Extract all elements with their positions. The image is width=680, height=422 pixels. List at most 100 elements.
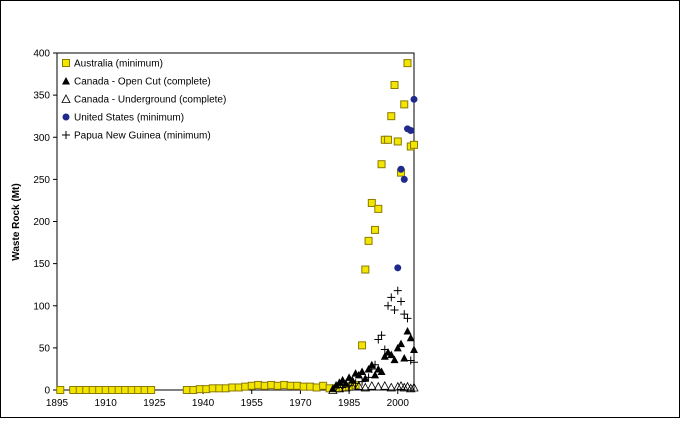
australia-minimum-point [114, 386, 123, 394]
legend-marker [62, 131, 70, 139]
canada-underground-complete-point [406, 383, 416, 393]
y-axis-label: Waste Rock (Mt) [11, 183, 22, 260]
australia-minimum-point [364, 236, 373, 245]
canada-underground-complete-point [347, 381, 358, 391]
plot-area [56, 52, 415, 391]
australia-minimum-point [108, 386, 117, 394]
canada-open-cut-complete-point [390, 355, 399, 364]
australia-minimum-point [88, 386, 97, 394]
papua-new-guinea-minimum-point [387, 293, 396, 302]
united-states-minimum-point [397, 165, 405, 173]
legend-label: United States (minimum) [74, 113, 184, 124]
australia-minimum-point [75, 386, 84, 394]
canada-open-cut-complete-point [410, 345, 418, 354]
legend-marker [61, 94, 71, 103]
x-tick-label: 1940 [192, 398, 215, 409]
papua-new-guinea-minimum-point [400, 310, 409, 319]
papua-new-guinea-minimum-point [390, 305, 399, 314]
y-tick-label: 150 [33, 259, 50, 270]
papua-new-guinea-minimum-point [397, 297, 406, 306]
y-tick-label: 200 [33, 217, 50, 228]
y-tick-label: 100 [33, 301, 50, 312]
papua-new-guinea-minimum-point [364, 373, 373, 382]
australia-minimum-point [384, 135, 393, 144]
united-states-minimum-point [407, 127, 415, 135]
australia-minimum-point [319, 381, 328, 390]
canada-underground-complete-point [360, 382, 370, 392]
x-tick-label: 1910 [95, 398, 118, 409]
australia-minimum-point [221, 384, 230, 393]
australia-minimum-point [361, 265, 370, 274]
x-tick-label: 1925 [143, 398, 166, 409]
papua-new-guinea-minimum-point [403, 314, 412, 323]
papua-new-guinea-minimum-point [410, 358, 418, 367]
canada-open-cut-complete-point [371, 370, 380, 379]
australia-minimum-point [371, 225, 380, 234]
australia-minimum-point [147, 386, 156, 394]
australia-minimum-point [208, 384, 217, 393]
canada-open-cut-complete-point [387, 350, 396, 359]
legend: Australia (minimum) Canada - Open Cut (co… [61, 59, 226, 142]
x-tick-label: 1895 [46, 398, 69, 409]
canada-open-cut-complete-point [406, 333, 415, 342]
australia-minimum-point [254, 380, 263, 389]
australia-minimum-point [400, 100, 409, 109]
canada-open-cut-complete-point [348, 375, 357, 384]
australia-minimum-point [390, 81, 399, 90]
australia-minimum-point [306, 382, 315, 391]
canada-underground-complete-point [334, 383, 345, 393]
legend-marker [62, 77, 70, 85]
united-states-minimum-point [400, 175, 408, 183]
australia-minimum-point [241, 382, 250, 391]
australia-minimum-point [358, 341, 367, 350]
legend-label: Canada - Underground (complete) [74, 95, 226, 106]
australia-minimum-point [134, 386, 143, 394]
australia-minimum-point [374, 204, 383, 213]
y-tick-label: 350 [33, 91, 50, 102]
australia-minimum-point [410, 140, 418, 149]
canada-underground-complete-point [380, 380, 390, 390]
australia-minimum-point [247, 381, 256, 390]
australia-minimum-point [101, 386, 110, 394]
australia-minimum-point [95, 386, 104, 394]
x-tick-label: 1985 [338, 398, 361, 409]
papua-new-guinea-minimum-point [371, 360, 380, 369]
papua-new-guinea-minimum-point [384, 301, 393, 310]
australia-minimum-point [260, 381, 269, 390]
united-states-minimum-point [410, 95, 418, 103]
papua-new-guinea-minimum-point [377, 331, 386, 340]
australia-minimum-point [286, 381, 295, 390]
papua-new-guinea-minimum-point [351, 379, 360, 388]
australia-minimum-point [56, 386, 65, 394]
y-tick-label: 400 [33, 49, 50, 60]
australia-minimum-point [387, 112, 396, 121]
canada-underground-complete-point [367, 380, 377, 390]
canada-open-cut-complete-point [400, 353, 409, 362]
papua-new-guinea-minimum-point [393, 286, 402, 295]
x-tick-label: 2000 [387, 398, 410, 409]
legend-marker [62, 59, 70, 67]
canada-open-cut-complete-point [393, 343, 402, 352]
papua-new-guinea-minimum-point [374, 335, 383, 344]
canada-open-cut-complete-point [361, 374, 370, 382]
y-tick-label: 250 [33, 175, 50, 186]
canada-open-cut-complete-point [403, 327, 412, 335]
canada-open-cut-complete-point [358, 367, 367, 375]
canada-underground-complete-point [354, 380, 364, 390]
papua-new-guinea-minimum-point [367, 364, 376, 373]
canada-underground-complete-point [393, 381, 403, 391]
papua-new-guinea-minimum-point [345, 381, 354, 390]
australia-minimum-point [195, 385, 204, 394]
canada-open-cut-complete-point [377, 367, 386, 375]
australia-minimum-point [367, 198, 376, 207]
australia-minimum-point [280, 380, 289, 389]
y-tick-label: 0 [44, 386, 50, 397]
australia-minimum-point [202, 385, 211, 394]
legend-marker [62, 113, 70, 121]
australia-minimum-point [140, 386, 149, 394]
x-tick-label: 1970 [289, 398, 312, 409]
canada-underground-complete-point [399, 382, 409, 392]
australia-minimum-point [377, 160, 386, 169]
